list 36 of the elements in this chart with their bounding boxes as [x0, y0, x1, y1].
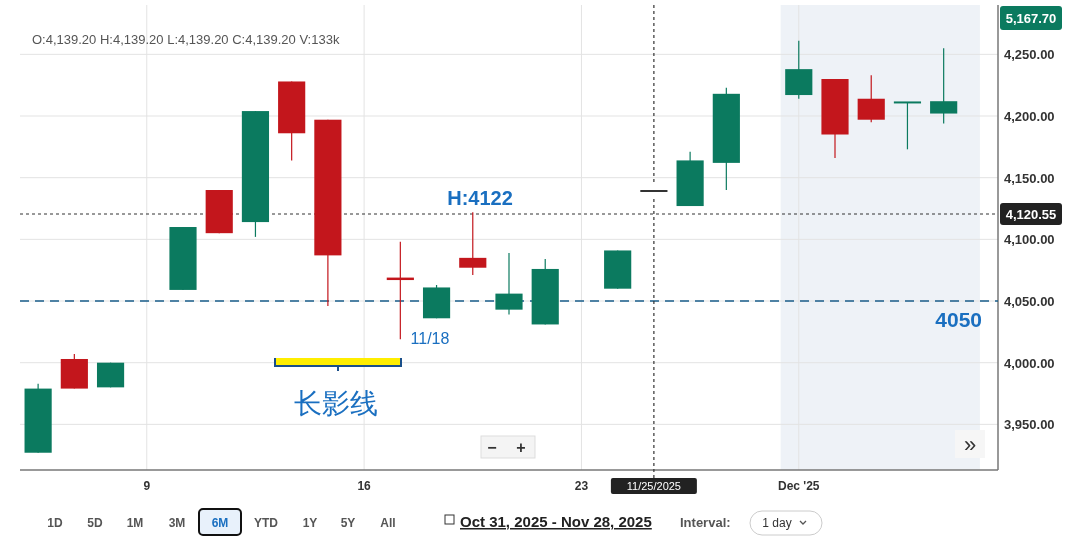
annotation: 长影线 [294, 388, 378, 419]
y-tick-label: 4,250.00 [1004, 47, 1055, 63]
text: 3M [168, 516, 186, 530]
y-tick-label: 3,950.00 [1004, 417, 1055, 433]
candlestick [893, 101, 922, 150]
annotation: − [487, 439, 497, 456]
text: Interval: [680, 515, 731, 530]
x-tick-label: 11/25/2025 [626, 480, 682, 492]
annotation: 11/18 [410, 330, 450, 348]
ref-line-label: 4050 [935, 308, 982, 332]
text: 5D [87, 516, 103, 530]
y-tick-label: 4,100.00 [1004, 232, 1055, 248]
text: 1M [126, 516, 144, 530]
text: 1 day [762, 516, 792, 530]
annotation: + [516, 439, 526, 456]
x-tick-label: Dec '25 [778, 479, 820, 493]
text: YTD [254, 516, 279, 530]
text: 1D [47, 516, 63, 530]
annotation: O:4,139.20 H:4,139.20 L:4,139.20 C:4,139.20 V:133k [32, 32, 340, 47]
ref-line-label: 4,120.55 [1005, 207, 1057, 222]
annotation: » [963, 432, 977, 457]
y-tick-label: 4,050.00 [1004, 294, 1055, 310]
x-tick-label: 23 [574, 479, 589, 493]
text: Oct 31, 2025 - Nov 28, 2025 [460, 513, 652, 530]
y-tick-label: 4,000.00 [1004, 355, 1055, 371]
y-tick-label: 4,150.00 [1004, 170, 1055, 186]
candlestick [459, 211, 487, 276]
x-tick-label: 16 [357, 479, 372, 493]
text: 6M [211, 516, 229, 530]
text: All [380, 516, 396, 530]
y-tick-label: 4,200.00 [1004, 109, 1055, 125]
x-tick-label: 9 [143, 479, 151, 493]
text: 5Y [340, 516, 356, 530]
annotation: H:4122 [447, 187, 513, 210]
text: 5,167.70 [1005, 11, 1057, 26]
text: 1Y [302, 516, 318, 530]
